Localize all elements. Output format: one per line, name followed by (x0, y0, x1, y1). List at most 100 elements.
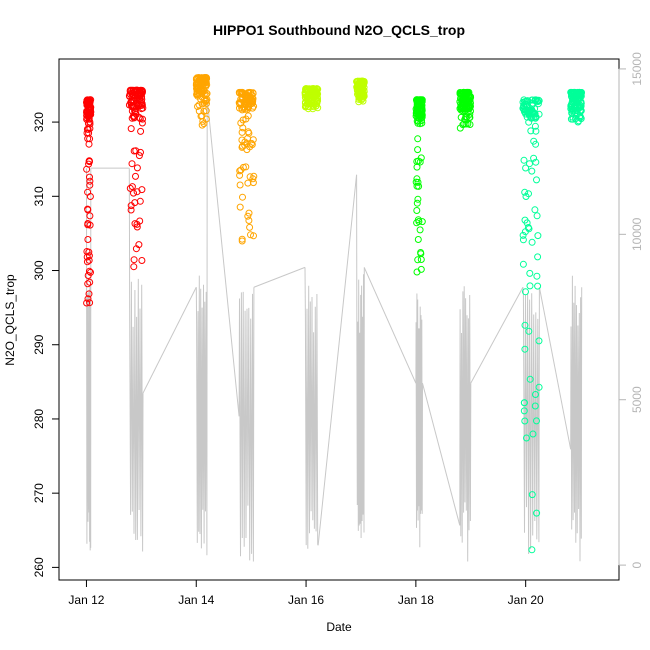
data-point (527, 127, 535, 135)
altitude-connector (142, 287, 197, 394)
data-point (194, 82, 202, 90)
x-tick-label: Jan 14 (178, 593, 214, 607)
data-point (132, 95, 140, 103)
series-flight-3 (192, 74, 211, 129)
data-point (532, 127, 540, 135)
altitude-connector (538, 287, 572, 450)
data-point (417, 256, 425, 263)
data-point (85, 160, 93, 168)
y-tick-label: 290 (32, 334, 46, 354)
data-point (138, 89, 146, 96)
data-point (415, 182, 423, 190)
data-point (531, 113, 539, 121)
data-point (246, 96, 254, 104)
altitude-connector (317, 174, 358, 546)
data-point (125, 92, 133, 100)
data-point (534, 232, 542, 240)
data-point (86, 181, 94, 189)
data-point (532, 158, 540, 166)
data-point (84, 221, 92, 229)
data-point (128, 99, 136, 107)
data-point (526, 269, 534, 277)
data-point (84, 125, 92, 133)
data-point (533, 417, 540, 425)
data-point (466, 114, 474, 121)
data-point (238, 237, 246, 245)
data-point (193, 74, 201, 82)
data-point (467, 93, 474, 101)
data-point (533, 212, 541, 220)
data-point (416, 158, 424, 166)
data-point (130, 189, 137, 197)
data-point (310, 91, 317, 99)
data-point (86, 193, 94, 200)
data-point (359, 92, 367, 100)
data-point (526, 160, 533, 168)
series-flight-6 (353, 77, 368, 106)
data-point (84, 272, 92, 279)
series-flight-7 (412, 96, 426, 276)
data-point (199, 117, 207, 125)
data-point (85, 104, 93, 111)
data-point (533, 176, 540, 184)
data-point (413, 175, 421, 183)
data-point (519, 260, 527, 268)
data-point (248, 139, 255, 147)
series-flight-1 (83, 96, 95, 307)
data-point (413, 199, 421, 207)
data-point (413, 163, 421, 171)
data-point (522, 164, 530, 172)
data-point (242, 163, 250, 171)
data-point (236, 203, 244, 211)
data-point (137, 148, 144, 156)
data-point (535, 383, 543, 391)
data-point (83, 98, 90, 106)
data-point (85, 129, 93, 137)
altitude-connector (421, 383, 461, 526)
data-point (568, 91, 576, 98)
data-point (577, 115, 585, 123)
data-point (413, 268, 421, 276)
data-point (416, 113, 424, 121)
data-point (245, 209, 253, 217)
data-point (86, 221, 94, 229)
data-point (521, 321, 529, 329)
data-point (535, 110, 543, 118)
data-point (355, 80, 363, 88)
y2-tick-label: 0 (630, 561, 644, 568)
data-point (523, 434, 530, 442)
altitude-trace-9 (522, 287, 540, 555)
data-point (132, 105, 140, 112)
data-point (238, 136, 246, 144)
data-point (303, 95, 311, 103)
data-point (138, 257, 146, 264)
series-flight-9 (519, 96, 543, 554)
altitude-trace-10 (570, 275, 583, 562)
data-point (527, 114, 535, 122)
data-point (526, 375, 534, 383)
data-point (138, 119, 146, 127)
data-point (128, 160, 136, 168)
data-point (196, 90, 203, 98)
n2o-series (83, 74, 585, 554)
series-flight-2 (125, 86, 147, 271)
data-point (85, 267, 93, 275)
data-point (521, 100, 529, 108)
altitude-trace-2 (128, 168, 144, 552)
data-point (86, 278, 94, 286)
data-point (130, 256, 138, 264)
data-point (242, 100, 250, 108)
data-point (313, 99, 321, 107)
data-point (198, 121, 206, 129)
data-point (245, 217, 253, 224)
data-point (86, 212, 94, 220)
data-point (85, 140, 93, 148)
data-point (132, 147, 140, 155)
data-point (521, 228, 529, 236)
data-point (127, 202, 135, 210)
data-point (526, 282, 534, 290)
data-point (572, 114, 580, 122)
data-point (523, 219, 531, 227)
data-point (86, 177, 94, 185)
data-point (532, 140, 540, 148)
